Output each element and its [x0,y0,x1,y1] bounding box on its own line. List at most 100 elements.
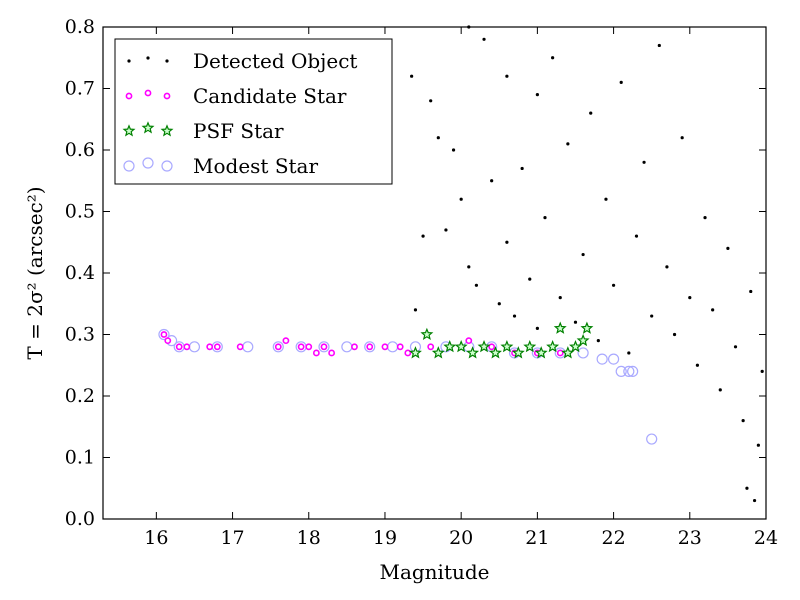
candidate-star-point [183,343,191,351]
x-axis-title: Magnitude [379,560,489,584]
detected-object-point [543,216,547,220]
legend-label: Candidate Star [193,84,347,108]
detected-object-point [665,265,669,269]
legend-label: Modest Star [193,154,318,178]
detected-object-point [657,43,661,48]
detected-object-point [512,314,517,318]
psf-star-point [546,339,560,353]
psf-star-point [443,339,457,353]
detected-object-point [760,369,764,373]
x-tick-label: 21 [525,527,549,549]
detected-object-point [410,74,414,78]
series-modest-star [158,328,658,445]
legend-marker [123,157,173,172]
detected-object-point [634,234,639,238]
axes: 16 17 18 19 20 21 22 23 24 0.0 0.1 0.2 0.3 0.4 0.5 0.6 0… [23,16,778,584]
legend-marker-symbol [122,124,136,137]
detected-object-point [695,363,700,367]
psf-star-point [420,327,434,341]
legend-marker-symbol [163,92,171,100]
psf-star-point [454,339,468,353]
detected-object-point [490,179,494,183]
detected-object-point [497,302,501,306]
y-tick-label: 0.1 [65,447,95,469]
detected-object-point [711,308,715,312]
detected-object-point [627,351,631,355]
psf-star-point [561,346,575,359]
candidate-star-point [556,349,564,357]
modest-star-point [272,341,284,353]
modest-star-point [242,341,254,353]
legend-marker [122,121,174,137]
psf-star-point [477,340,491,353]
x-tick-label: 20 [449,527,473,549]
y-tick-label: 0.2 [65,385,95,407]
detected-object-point [467,265,471,269]
x-tick-label: 23 [678,527,702,549]
detected-object-point [558,296,562,300]
candidate-star-point [366,343,374,351]
legend-marker-symbol [146,56,150,60]
detected-object-point [444,228,448,232]
detected-object-point [611,283,616,287]
psf-star-point [511,346,525,359]
psf-star-point [523,339,537,353]
detected-object-point [718,388,722,392]
x-tick-label: 16 [144,527,168,549]
modest-star-point [341,341,353,353]
y-tick-label: 0.4 [65,262,95,284]
psf-star-point [576,333,590,347]
modest-star-point [607,353,620,365]
legend-box [114,38,393,185]
psf-star-point [534,346,548,359]
y-tick-label: 0.8 [65,16,95,38]
detected-object-point [566,142,570,146]
candidate-star-point [312,349,320,357]
legend-marker [125,89,171,100]
modest-star-point [158,328,170,341]
series-detected-object [410,25,764,503]
legend-marker-symbol [141,121,155,134]
candidate-star-point [465,337,473,345]
detected-object-point [451,148,456,152]
legend-label: PSF Star [193,119,284,143]
candidate-star-point [274,343,282,351]
detected-object-point [429,99,433,103]
y-tick-label: 0.6 [65,139,95,161]
legend-marker-symbol [165,59,169,63]
detected-object-point [756,443,760,447]
legend-marker-symbol [142,157,154,169]
psf-star-point [408,346,422,359]
candidate-star-point [351,343,358,351]
legend-marker-symbol [161,160,173,172]
y-tick-label: 0.0 [65,508,95,530]
candidate-star-point [396,343,404,351]
detected-object-point [650,314,654,318]
x-tick-label: 18 [297,527,321,549]
detected-object-point [672,332,677,337]
psf-star-point [553,321,567,334]
candidate-star-point [381,343,389,351]
detected-object-point [505,74,509,78]
candidate-star-point [427,343,435,351]
detected-object-point [581,252,585,257]
series-candidate-star [160,331,564,357]
candidate-star-point [404,349,412,357]
modest-star-point [318,341,330,353]
legend-marker-symbol [127,59,131,63]
detected-object-point [604,197,608,201]
detected-object-point [573,320,578,324]
detected-object-point [459,197,463,201]
modest-star-point [596,353,608,365]
psf-star-point [500,340,514,353]
detected-object-point [436,136,440,140]
legend-marker-symbol [123,160,135,172]
detected-object-point [726,246,730,250]
modest-star-point [364,341,376,353]
candidate-star-point [175,343,183,351]
detected-object-point [535,326,539,330]
detected-object-point [528,277,532,281]
detected-object-point [421,234,425,238]
candidate-star-point [282,337,290,345]
candidate-star-point [488,343,496,351]
